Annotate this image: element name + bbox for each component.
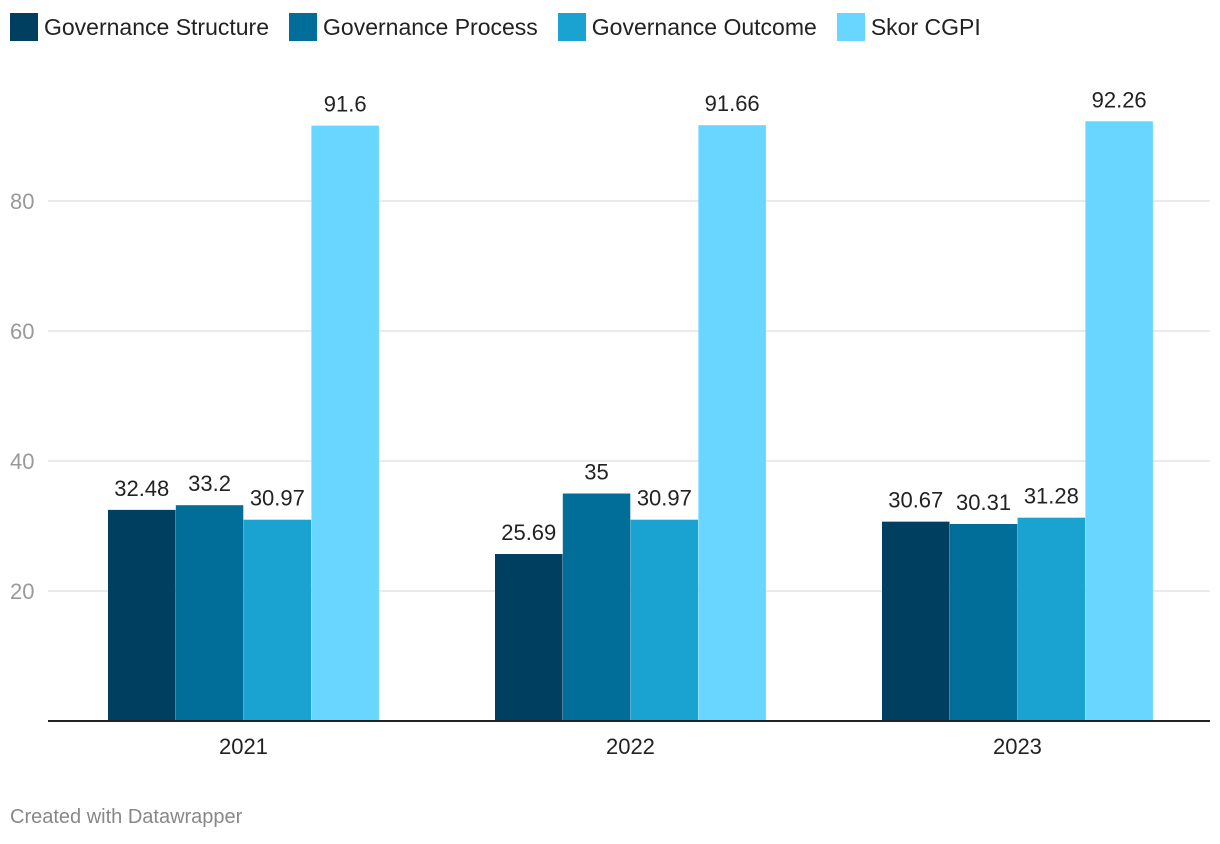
bar [698, 125, 766, 721]
data-label: 91.6 [324, 92, 367, 117]
legend-item-governance-structure: Governance Structure [10, 13, 269, 41]
x-tick-label: 2021 [219, 734, 268, 759]
data-label: 30.31 [956, 490, 1011, 515]
bar [882, 521, 950, 721]
data-label: 33.2 [188, 471, 231, 496]
x-tick-label: 2023 [993, 734, 1042, 759]
footer-credit: Created with Datawrapper [10, 806, 243, 828]
y-tick-label: 80 [10, 189, 34, 214]
legend-swatch-governance-outcome [557, 13, 586, 41]
legend-item-governance-process: Governance Process [289, 13, 538, 41]
legend-label-governance-process: Governance Process [323, 13, 538, 40]
x-tick-label: 2022 [606, 734, 655, 759]
bar [630, 519, 699, 721]
y-tick-label: 60 [10, 319, 34, 344]
data-label: 92.26 [1092, 87, 1147, 112]
legend-swatch-governance-structure [10, 13, 38, 41]
y-tick-label: 20 [10, 579, 34, 604]
legend-label-governance-structure: Governance Structure [44, 13, 270, 40]
chart-legend: Governance Structure Governance Process … [10, 10, 1001, 44]
bar [949, 523, 1018, 721]
bar [243, 519, 312, 721]
bar [1017, 517, 1086, 721]
data-label: 30.97 [250, 486, 305, 511]
data-label: 25.69 [501, 520, 556, 545]
legend-label-skor-cgpi: Skor CGPI [870, 13, 981, 40]
data-label: 30.97 [637, 486, 692, 511]
legend-item-skor-cgpi: Skor CGPI [836, 13, 981, 41]
legend-label-governance-outcome: Governance Outcome [591, 13, 817, 40]
bar-chart: 20 40 60 80 32.48 33.2 30.97 91.6 2021 25.69 35 30.… [10, 87, 1210, 759]
bar [1085, 121, 1153, 721]
data-label: 32.48 [114, 476, 169, 501]
bar [108, 509, 176, 721]
data-label: 91.66 [705, 91, 760, 116]
bar [562, 493, 631, 721]
legend-swatch-skor-cgpi [836, 13, 865, 41]
data-label: 35 [584, 460, 608, 485]
legend-item-governance-outcome: Governance Outcome [557, 13, 817, 41]
data-label: 30.67 [888, 488, 943, 513]
bar [311, 125, 379, 722]
data-label: 31.28 [1024, 484, 1079, 509]
y-tick-label: 40 [10, 449, 34, 474]
legend-swatch-governance-process [289, 13, 318, 41]
bar [175, 505, 244, 721]
bar [495, 554, 563, 721]
